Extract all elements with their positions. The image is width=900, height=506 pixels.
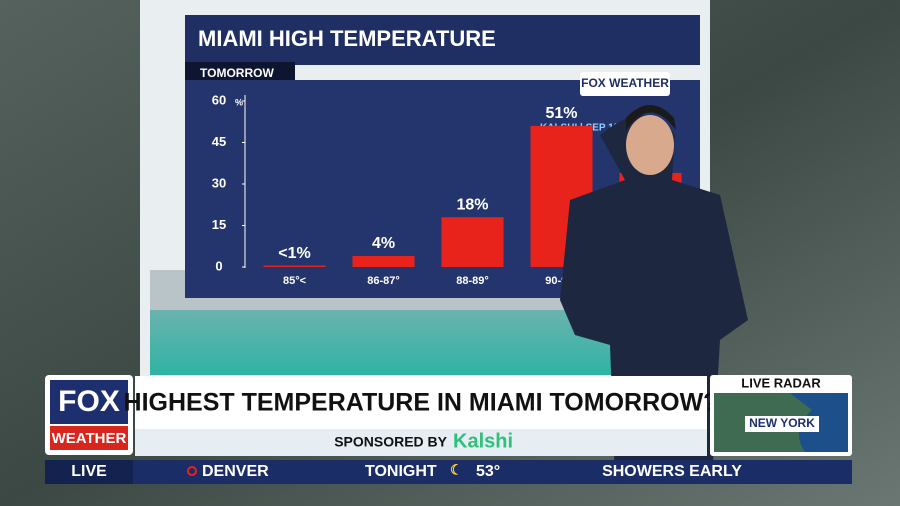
x-tick-label: 86-87° — [367, 275, 400, 287]
bar — [352, 255, 415, 267]
y-tick-label: 30 — [212, 175, 226, 190]
fox-logo-top — [50, 380, 128, 424]
presenter-hair — [626, 105, 676, 130]
bar — [441, 217, 504, 267]
ticker-live: LIVE — [71, 463, 107, 480]
ticker-bar — [45, 460, 852, 484]
presenter-face — [626, 115, 674, 175]
x-tick-label: 85°< — [283, 275, 306, 287]
y-tick-label: 0 — [215, 258, 222, 273]
location-icon — [187, 466, 197, 476]
y-tick-label: 15 — [212, 217, 226, 232]
y-tick-label: 45 — [212, 134, 226, 149]
radar-city: NEW YORK — [749, 416, 815, 430]
y-unit: % — [235, 97, 243, 107]
sponsor-bar — [135, 429, 707, 456]
ticker-live-box — [45, 460, 133, 484]
headline-bar — [135, 376, 707, 429]
fox-logo-subtext: WEATHER — [52, 430, 127, 447]
x-tick-label: 88-89° — [456, 275, 489, 287]
bar — [263, 265, 326, 267]
chart-logo: FOX WEATHER — [581, 76, 669, 90]
value-label: 18% — [456, 196, 488, 213]
value-label: 51% — [545, 105, 577, 122]
ticker-period: TONIGHT — [365, 463, 437, 480]
chart-subtitle: TOMORROW — [200, 66, 274, 80]
radar-city-box — [745, 416, 819, 432]
title-banner — [185, 15, 700, 65]
ticker-city: DENVER — [202, 463, 269, 480]
value-label: <1% — [278, 245, 310, 262]
ticker-temp: 53° — [476, 463, 500, 480]
sponsor-name: Kalshi — [453, 430, 513, 452]
ticker-forecast: SHOWERS EARLY — [602, 463, 742, 480]
value-label: 4% — [372, 235, 395, 252]
chart-title: MIAMI HIGH TEMPERATURE — [198, 26, 496, 51]
fox-logo-text: FOX — [58, 385, 120, 418]
moon-icon: ☾ — [450, 462, 463, 478]
headline: HIGHEST TEMPERATURE IN MIAMI TOMORROW? — [124, 389, 719, 417]
fox-logo-bottom — [50, 426, 128, 450]
sponsor-prefix: SPONSORED BY — [334, 434, 447, 450]
y-tick-label: 60 — [212, 92, 226, 107]
radar-title: LIVE RADAR — [741, 375, 821, 390]
logo-box — [580, 72, 670, 96]
